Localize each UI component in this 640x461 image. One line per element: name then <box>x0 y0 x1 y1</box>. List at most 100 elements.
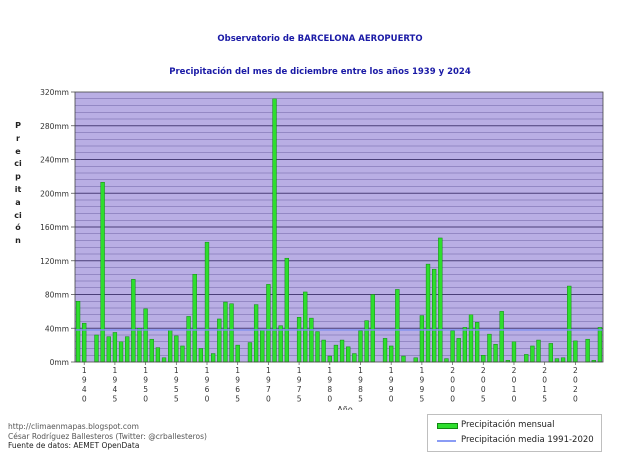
bar-1990 <box>389 345 394 363</box>
bar-1960 <box>204 241 210 363</box>
legend-swatch-bars <box>437 423 458 429</box>
y-axis-label: Precipitación <box>14 121 22 246</box>
bar-1948 <box>131 279 136 363</box>
y-tick-label: 160mm <box>40 223 69 232</box>
bar-1969 <box>260 329 265 363</box>
legend-label-monthly: Precipitación mensual <box>461 420 555 430</box>
bar-1959 <box>198 348 204 363</box>
bar-1981 <box>333 344 339 363</box>
y-tick-label: 200mm <box>40 189 69 198</box>
bar-1963 <box>223 301 228 363</box>
bar-1940 <box>82 322 87 363</box>
bar-2014 <box>536 339 541 363</box>
bar-1995 <box>419 315 425 363</box>
bar-1985 <box>358 330 363 363</box>
bar-1984 <box>352 353 357 363</box>
bar-1989 <box>382 338 388 363</box>
bar-1961 <box>210 353 216 363</box>
bar-1982 <box>339 339 345 363</box>
legend-label-mean: Precipitación media 1991-2020 <box>461 435 594 445</box>
y-tick-label: 0mm <box>50 358 69 367</box>
bar-2008 <box>499 311 504 363</box>
bar-1980 <box>327 355 332 363</box>
bar-1973 <box>284 257 289 363</box>
bar-2020 <box>573 340 578 363</box>
bar-2022 <box>585 338 590 363</box>
bar-1975 <box>296 317 302 363</box>
bar-1970 <box>266 284 271 363</box>
bar-1987 <box>370 294 375 363</box>
credits-site: http://climaenmapas.blogspot.com <box>8 422 139 431</box>
chart-title: Observatorio de BARCELONA AEROPUERTO <box>217 34 423 44</box>
bar-1978 <box>315 331 320 363</box>
bar-2018 <box>560 357 566 363</box>
credits-source: Fuente de datos: AEMET OpenData <box>8 441 140 450</box>
bar-2013 <box>530 345 535 363</box>
y-tick-label: 280mm <box>40 122 69 131</box>
bar-1976 <box>303 291 308 363</box>
bar-1972 <box>278 325 283 363</box>
bar-2017 <box>554 358 560 363</box>
credits: http://climaenmapas.blogspot.com César R… <box>8 422 207 451</box>
bar-1954 <box>168 329 173 363</box>
bar-2003 <box>468 314 474 363</box>
bar-1964 <box>229 303 234 363</box>
bar-1971 <box>272 98 277 363</box>
bar-2019 <box>567 285 572 363</box>
bar-1957 <box>186 316 191 363</box>
bar-1943 <box>100 182 105 363</box>
precipitation-bar-chart: 0mm 40mm 80mm 120mm 160mm 200mm 240mm 280mm 320m… <box>40 88 604 410</box>
y-tick-label: 40mm <box>45 324 69 333</box>
bar-2016 <box>548 343 553 363</box>
x-axis-label: Año <box>337 405 353 410</box>
bar-1958 <box>192 274 197 363</box>
bar-2024 <box>597 327 603 363</box>
bar-1992 <box>401 355 406 363</box>
y-tick-label: 120mm <box>40 257 69 266</box>
bar-2010 <box>511 341 517 363</box>
bar-1955 <box>174 335 179 363</box>
bar-2005 <box>481 355 486 363</box>
bar-1968 <box>253 304 259 363</box>
legend-swatch-mean-line <box>437 440 456 442</box>
bar-1983 <box>346 346 351 363</box>
bar-1949 <box>137 328 142 363</box>
bar-2002 <box>462 327 468 363</box>
bar-1947 <box>125 336 130 363</box>
bar-1962 <box>217 318 222 363</box>
bar-2000 <box>450 330 455 363</box>
bar-2004 <box>474 322 480 363</box>
bar-1998 <box>438 237 443 363</box>
bar-2006 <box>487 333 492 363</box>
bar-2007 <box>493 344 498 363</box>
bar-1977 <box>309 317 314 363</box>
chart-legend: Precipitación mensual Precipitación medi… <box>427 414 602 452</box>
bar-1950 <box>143 308 148 363</box>
bar-1979 <box>321 339 326 363</box>
bar-2012 <box>524 354 529 363</box>
y-tick-label: 240mm <box>40 156 69 165</box>
bar-2001 <box>456 338 461 363</box>
bar-1944 <box>106 336 111 363</box>
bar-1946 <box>118 341 124 363</box>
plot-frame <box>74 91 604 363</box>
bar-1991 <box>395 289 400 363</box>
bar-1952 <box>155 347 161 363</box>
y-tick-label: 80mm <box>45 291 69 300</box>
chart-subtitle: Precipitación del mes de diciembre entre… <box>169 67 471 77</box>
bar-1999 <box>444 358 449 363</box>
bar-1939 <box>75 301 81 363</box>
